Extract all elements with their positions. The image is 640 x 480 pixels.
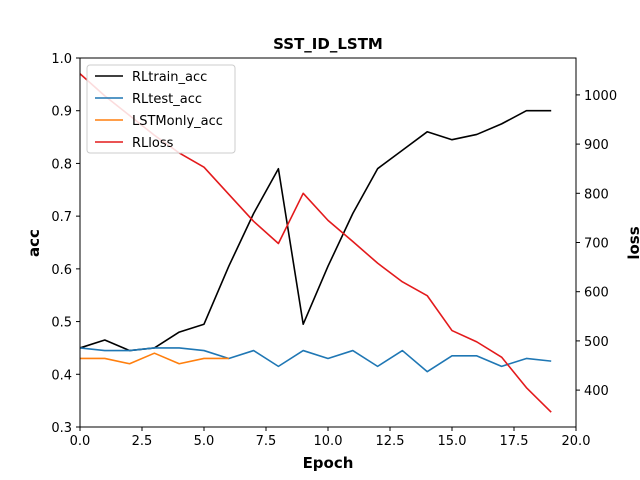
y-tick-label: 0.4 xyxy=(51,368,72,383)
x-tick-label: 17.5 xyxy=(500,434,529,449)
legend-label: LSTMonly_acc xyxy=(132,114,223,129)
y2-tick-label: 500 xyxy=(584,335,609,350)
y2-axis-label: loss xyxy=(625,226,640,259)
y-tick-label: 0.3 xyxy=(51,421,72,436)
x-axis-ticks: 0.0 2.5 5.0 7.5 10.0 12.5 15.0 17.5 20.0 xyxy=(70,427,591,449)
y-axis-label: acc xyxy=(25,229,43,257)
y-tick-label: 1.0 xyxy=(51,52,72,67)
y2-tick-label: 400 xyxy=(584,384,609,399)
x-tick-label: 5.0 xyxy=(194,434,215,449)
y-tick-label: 0.9 xyxy=(51,105,72,120)
series-line-rltest-acc xyxy=(79,347,552,373)
y2-tick-label: 900 xyxy=(584,138,609,153)
legend-box xyxy=(86,64,236,154)
legend: RLtrain_acc RLtest_acc LSTMonly_acc RLloss xyxy=(86,64,236,154)
y2-axis-ticks: 400 500 600 700 800 900 1000 xyxy=(576,89,617,399)
x-tick-label: 0.0 xyxy=(70,434,91,449)
x-tick-label: 10.0 xyxy=(314,434,343,449)
x-tick-label: 2.5 xyxy=(132,434,153,449)
series-line-rltrain-acc xyxy=(79,109,552,352)
y2-tick-label: 600 xyxy=(584,286,609,301)
y2-tick-label: 800 xyxy=(584,187,609,202)
y-tick-label: 0.5 xyxy=(51,316,72,331)
y-tick-label: 0.7 xyxy=(51,210,72,225)
y-tick-label: 0.6 xyxy=(51,263,72,278)
x-tick-label: 7.5 xyxy=(256,434,277,449)
y-tick-label: 0.8 xyxy=(51,157,72,172)
legend-label: RLtrain_acc xyxy=(132,70,207,85)
y2-tick-label: 1000 xyxy=(584,89,617,104)
x-tick-label: 20.0 xyxy=(562,434,591,449)
chart-title: SST_ID_LSTM xyxy=(273,35,383,53)
x-tick-label: 12.5 xyxy=(376,434,405,449)
y-axis-ticks: 0.3 0.4 0.5 0.6 0.7 0.8 0.9 1.0 xyxy=(51,52,80,436)
y2-tick-label: 700 xyxy=(584,237,609,252)
x-axis-label: Epoch xyxy=(303,454,354,472)
legend-label: RLloss xyxy=(132,136,174,151)
legend-label: RLtest_acc xyxy=(132,92,202,107)
x-tick-label: 15.0 xyxy=(438,434,467,449)
series-line-lstmonly-acc xyxy=(80,352,229,365)
